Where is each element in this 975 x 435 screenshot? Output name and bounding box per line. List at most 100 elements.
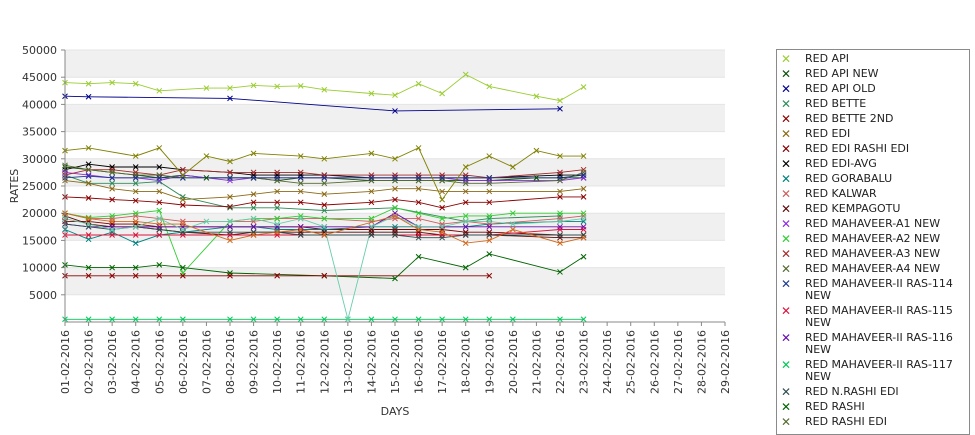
legend-marker-icon: ✕ — [781, 415, 792, 429]
data-point — [321, 215, 328, 222]
data-point — [156, 215, 163, 222]
data-point — [297, 83, 304, 89]
data-point — [250, 204, 257, 211]
data-point — [85, 195, 92, 201]
data-point — [85, 214, 92, 221]
data-point — [85, 221, 92, 227]
data-point — [439, 229, 445, 236]
legend-item: ✕ RED API NEW — [777, 67, 965, 81]
data-point — [439, 188, 445, 195]
x-tick-label: 04-02-2016 — [130, 330, 143, 394]
x-tick-label: 10-02-2016 — [271, 330, 284, 394]
y-tick-label: 20000 — [22, 207, 57, 220]
legend-marker-icon: ✕ — [781, 67, 792, 81]
series-line — [64, 207, 584, 274]
grid-band — [65, 50, 725, 78]
data-point — [109, 185, 115, 192]
x-tick-label: 24-02-2016 — [601, 330, 614, 394]
data-point — [510, 210, 516, 217]
data-point — [439, 90, 445, 97]
data-point — [274, 174, 280, 181]
data-point — [392, 196, 398, 203]
y-tick-label: 25000 — [22, 180, 57, 193]
data-point — [533, 147, 540, 154]
data-point — [557, 240, 563, 246]
series-line — [64, 196, 584, 209]
series-line — [64, 147, 584, 201]
data-point — [392, 275, 398, 282]
data-point — [462, 213, 469, 219]
legend-marker-icon: ✕ — [781, 82, 792, 96]
data-point — [439, 204, 445, 211]
data-point — [368, 223, 375, 230]
x-tick-label: 16-02-2016 — [413, 330, 426, 394]
data-point — [415, 210, 422, 217]
x-tick-label: 06-02-2016 — [177, 330, 190, 394]
legend-label: RED MAHAVEER-A1 NEW — [805, 217, 941, 230]
data-point — [297, 180, 304, 187]
data-point — [203, 174, 210, 181]
data-point — [180, 226, 186, 233]
x-tick-label: 28-02-2016 — [695, 330, 708, 394]
data-point — [85, 272, 92, 279]
data-point — [368, 316, 375, 323]
legend-label: RED MAHAVEER-II RAS-116 NEW — [805, 331, 953, 356]
data-point — [85, 93, 92, 100]
data-point — [533, 93, 540, 100]
data-point — [486, 316, 493, 323]
data-point — [580, 316, 587, 323]
data-point — [321, 232, 328, 238]
data-point — [486, 83, 493, 90]
legend-marker-icon: ✕ — [781, 52, 792, 66]
legend-marker-icon: ✕ — [781, 331, 792, 345]
data-point — [486, 251, 493, 257]
data-point — [156, 262, 163, 268]
data-point — [580, 172, 587, 178]
data-point — [156, 221, 163, 227]
legend-marker-icon: ✕ — [781, 247, 792, 261]
data-point — [85, 236, 92, 243]
data-point — [132, 240, 139, 246]
legend-marker-icon: ✕ — [781, 277, 792, 291]
data-point — [580, 210, 587, 217]
data-point — [392, 155, 398, 162]
legend-marker-icon: ✕ — [781, 187, 792, 201]
data-point — [132, 232, 139, 238]
legend-marker-icon: ✕ — [781, 202, 792, 216]
data-point — [368, 215, 375, 222]
data-point — [132, 264, 139, 271]
x-tick-label: 03-02-2016 — [106, 330, 119, 394]
data-point — [415, 145, 422, 151]
data-point — [557, 269, 563, 275]
data-point — [203, 85, 210, 91]
data-point — [180, 202, 186, 208]
data-point — [156, 272, 163, 279]
data-point — [462, 164, 469, 170]
data-point — [85, 172, 92, 178]
data-point — [274, 229, 280, 236]
data-point — [486, 199, 493, 206]
x-axis-title: DAYS — [381, 405, 410, 418]
data-point — [297, 316, 304, 323]
data-point — [132, 153, 139, 159]
data-point — [109, 213, 115, 219]
data-point — [85, 180, 92, 187]
data-point — [439, 196, 445, 203]
data-point — [321, 155, 328, 162]
data-point — [274, 272, 280, 279]
data-point — [392, 185, 398, 192]
legend-label: RED API — [805, 52, 849, 65]
data-point — [557, 188, 563, 195]
data-point — [132, 180, 139, 187]
data-point — [557, 105, 563, 112]
data-point — [250, 316, 257, 323]
data-point — [132, 272, 139, 279]
data-point — [132, 197, 139, 204]
data-point — [156, 164, 163, 170]
data-point — [132, 223, 139, 230]
data-point — [486, 174, 493, 181]
legend-marker-icon: ✕ — [781, 172, 792, 186]
legend-item: ✕ RED BETTE — [777, 98, 965, 111]
data-point — [486, 237, 493, 244]
x-tick-label: 05-02-2016 — [153, 330, 166, 394]
